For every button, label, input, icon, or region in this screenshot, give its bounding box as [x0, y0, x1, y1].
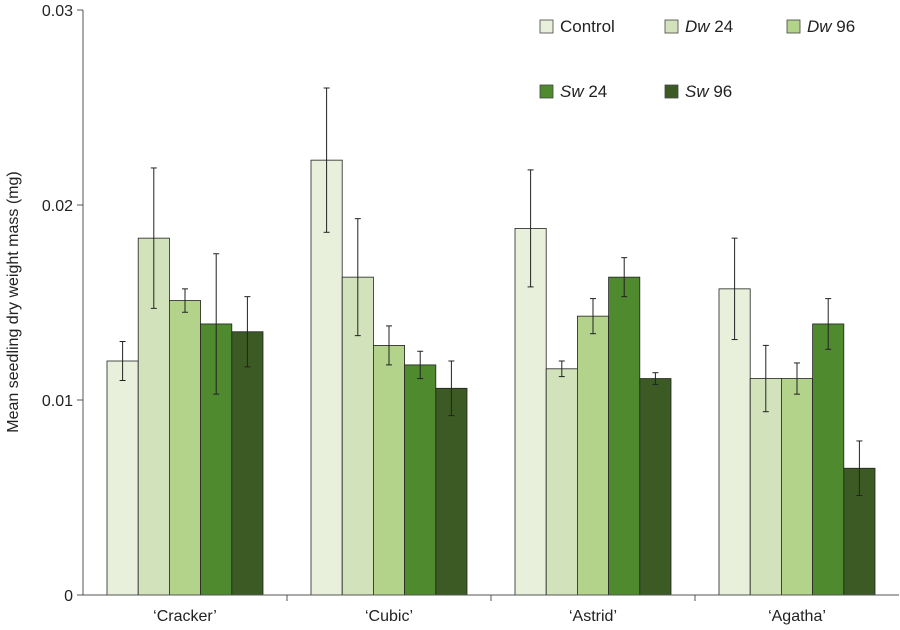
bar — [577, 315, 610, 596]
legend-label-italic: Sw — [560, 82, 585, 101]
legend-swatch — [539, 19, 554, 34]
x-tick-label: ‘Agatha’ — [768, 608, 826, 625]
legend-item: Control — [539, 17, 615, 36]
bar — [639, 378, 672, 596]
y-axis-label: Mean seedling dry weight mass (mg) — [5, 171, 22, 432]
bar — [372, 344, 405, 596]
x-tick-label: ‘Astrid’ — [569, 608, 617, 625]
bar — [404, 364, 437, 596]
x-tick-label: ‘Cracker’ — [153, 608, 217, 625]
legend-swatch — [786, 19, 801, 34]
legend-label-rest: 96 — [709, 82, 733, 101]
bar — [231, 331, 264, 596]
legend-item: Dw 24 — [664, 17, 733, 36]
bar — [749, 378, 782, 596]
legend-label: Dw 96 — [807, 17, 855, 36]
y-tick-label: 0.01 — [42, 393, 73, 410]
x-tick-label: ‘Cubic’ — [365, 608, 413, 625]
legend-label-italic: Sw — [685, 82, 710, 101]
bar — [514, 227, 547, 596]
legend-swatch — [664, 19, 679, 34]
legend-swatch — [539, 84, 554, 99]
legend-item: Sw 96 — [664, 82, 732, 101]
legend-label: Control — [560, 17, 615, 36]
legend-label-italic: Dw — [807, 17, 833, 36]
bar — [435, 387, 468, 596]
legend-label-rest: 96 — [832, 17, 856, 36]
bar — [781, 378, 814, 596]
legend-label-italic: Dw — [685, 17, 711, 36]
bar — [168, 300, 201, 596]
legend-label-rest: 24 — [584, 82, 608, 101]
y-tick-label: 0.02 — [42, 198, 73, 215]
legend-label: Dw 24 — [685, 17, 733, 36]
bar — [545, 368, 578, 596]
bar — [812, 323, 845, 596]
bar — [608, 276, 641, 596]
legend-item: Sw 24 — [539, 82, 607, 101]
y-tick-label: 0.03 — [42, 3, 73, 20]
y-tick-label: 0 — [64, 588, 73, 605]
legend-item: Dw 96 — [786, 17, 855, 36]
legend-label: Sw 24 — [560, 82, 607, 101]
legend-swatch — [664, 84, 679, 99]
bar — [106, 360, 139, 596]
legend-label-rest: 24 — [710, 17, 734, 36]
legend-label: Sw 96 — [685, 82, 732, 101]
